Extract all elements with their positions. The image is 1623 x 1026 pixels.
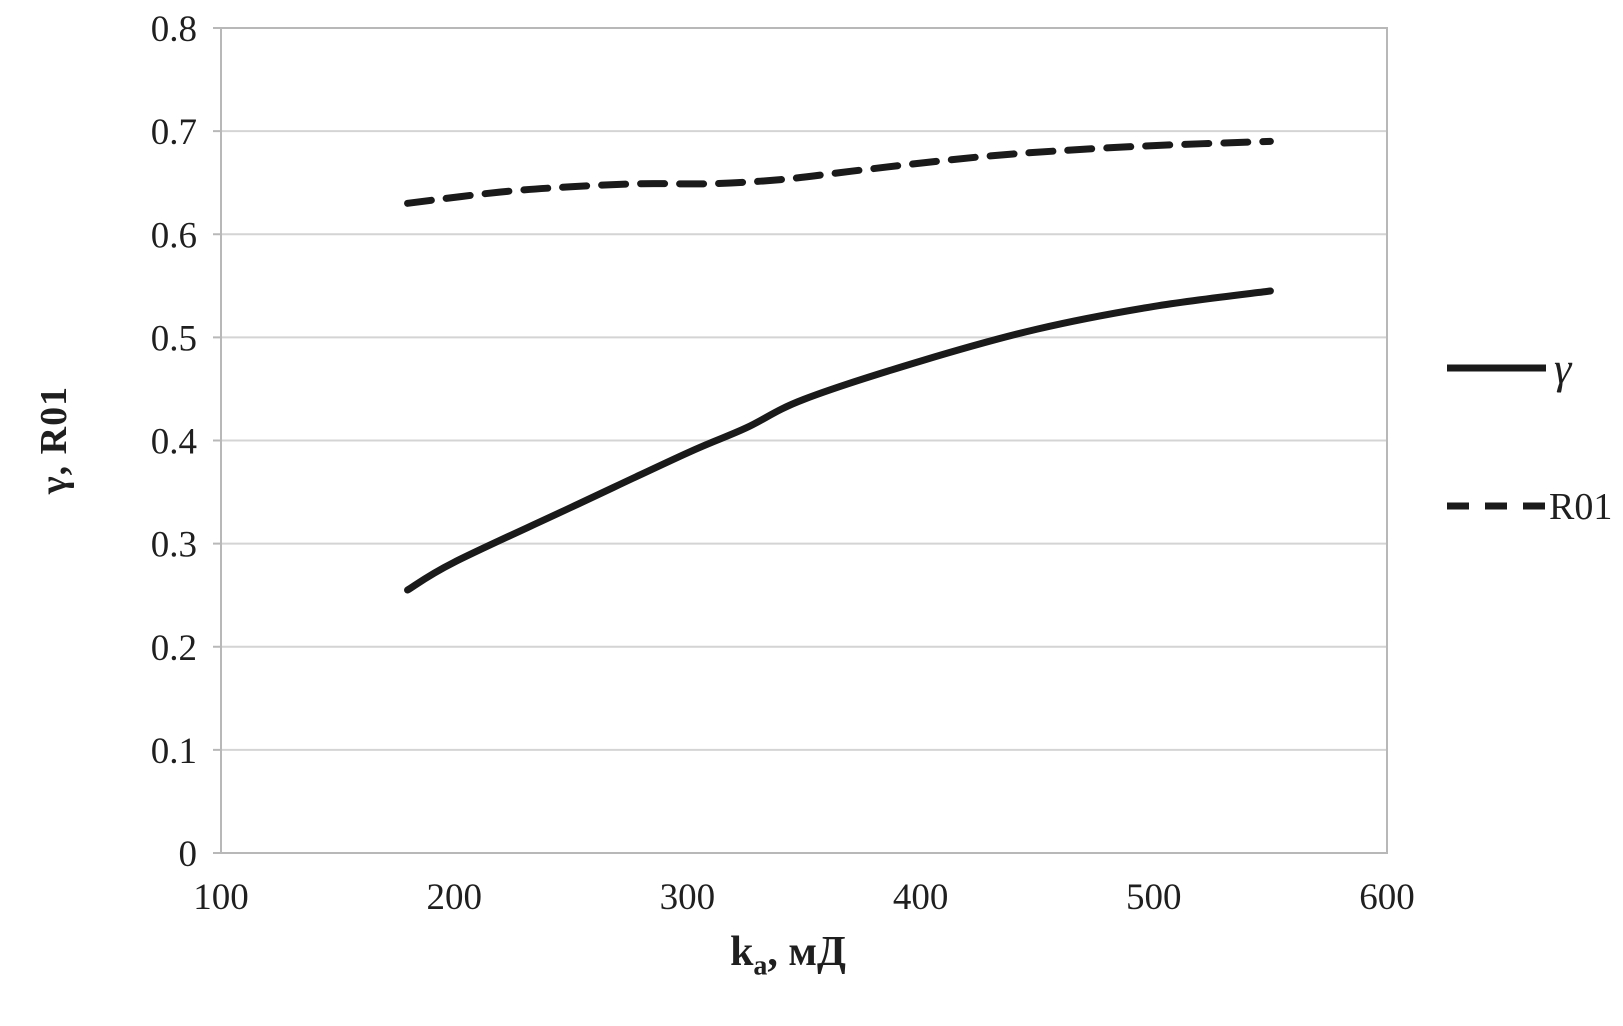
y-tick-label: 0 <box>179 834 198 875</box>
y-tick-label: 0.8 <box>151 9 197 50</box>
x-axis-label: ka, мД <box>588 928 988 980</box>
tick-labels-group: 0 0.1 0.2 0.3 0.4 0.5 0.6 0.7 0.8 100 200 300 400 500… <box>151 9 1415 918</box>
x-tick-label: 500 <box>1126 877 1182 918</box>
legend: γ R01 <box>1447 344 1612 528</box>
legend-r01-label: R01 <box>1549 486 1612 528</box>
x-tick-label: 200 <box>426 877 482 918</box>
x-axis-label-subscript: a <box>753 950 768 982</box>
x-tick-label: 600 <box>1359 877 1415 918</box>
x-tick-label: 300 <box>660 877 716 918</box>
legend-gamma-label: γ <box>1554 344 1573 393</box>
gamma-series-line <box>404 287 1274 594</box>
x-tick-label: 100 <box>193 877 249 918</box>
y-tick-label: 0.3 <box>151 525 197 566</box>
y-tick-label: 0.1 <box>151 731 197 772</box>
y-tick-label: 0.4 <box>151 422 197 463</box>
y-tick-label: 0.5 <box>151 318 197 359</box>
y-tick-label: 0.2 <box>151 628 197 669</box>
y-tick-label: 0.7 <box>151 112 197 153</box>
axis-ticks-group <box>213 27 221 854</box>
series-lines-group <box>404 137 1274 594</box>
x-axis-label-main: k <box>730 929 754 975</box>
gridlines-group <box>221 130 1387 751</box>
x-axis-label-unit: , мД <box>767 929 846 975</box>
x-tick-label: 400 <box>893 877 949 918</box>
r01-series-line <box>404 137 1274 207</box>
y-axis-label: γ, R01 <box>33 385 75 495</box>
y-tick-label: 0.6 <box>151 215 197 256</box>
